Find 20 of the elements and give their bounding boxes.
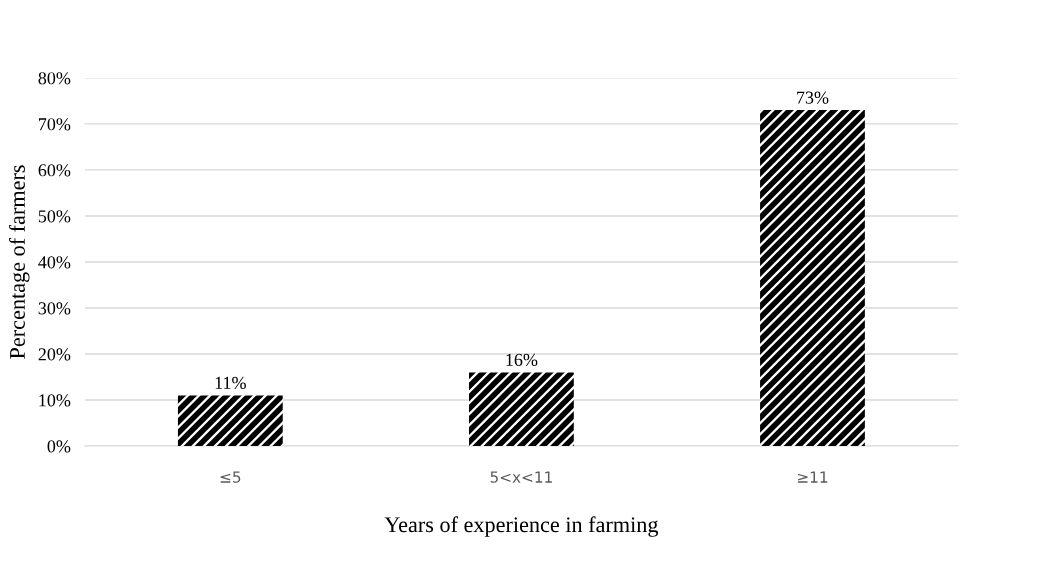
- data-label: 11%: [215, 376, 246, 390]
- y-tick-label: 10%: [39, 394, 71, 407]
- y-tick-label: 20%: [38, 348, 71, 361]
- x-tick-label: ≤5: [220, 471, 241, 483]
- y-tick-label: 70%: [39, 118, 71, 131]
- data-label: 73%: [797, 91, 829, 104]
- x-tick-label: 5<x<11: [490, 471, 552, 483]
- bar: [177, 395, 283, 447]
- x-axis-title: Years of experience in farming: [384, 516, 659, 537]
- bar: [760, 110, 865, 447]
- x-tick-label: ≥11: [797, 471, 828, 483]
- y-tick-label: 30%: [38, 302, 71, 315]
- y-axis-title: Percentage of farmers: [9, 165, 30, 359]
- y-tick-label: 40%: [38, 256, 71, 269]
- y-tick-label: 0%: [47, 440, 71, 453]
- bar: [469, 372, 574, 447]
- data-label: 16%: [506, 353, 538, 367]
- y-tick-label: 60%: [38, 164, 71, 177]
- y-tick-label: 80%: [38, 72, 71, 85]
- y-tick-label: 50%: [38, 210, 71, 223]
